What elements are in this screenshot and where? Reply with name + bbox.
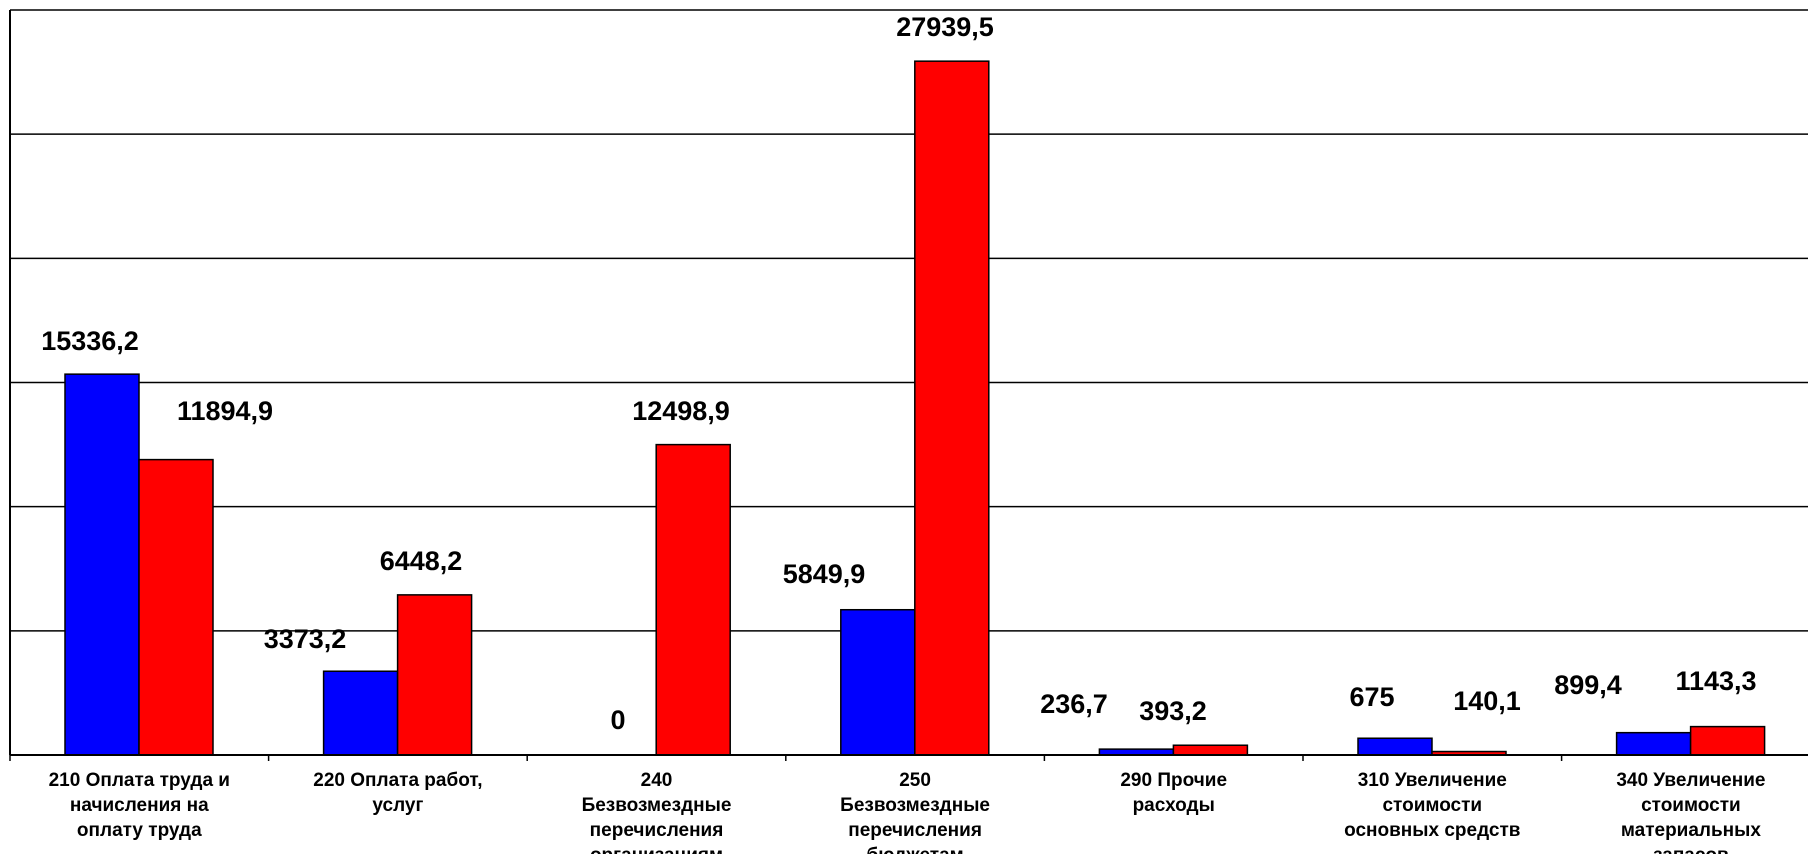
bar-series-2	[138, 458, 214, 756]
bar-series-2	[396, 594, 473, 756]
x-tick-label: 240Безвозмездныеперечисленияорганизациям	[582, 770, 732, 854]
bar-series-1	[64, 373, 140, 756]
bar-series-2	[1172, 744, 1249, 756]
data-label-series-1: 236,7	[1040, 689, 1108, 719]
data-labels: 15336,2 3373,2 0 5849,9 236,7 675 899,4 11894,9…	[41, 12, 1756, 735]
data-label-series-2: 1143,3	[1675, 666, 1756, 696]
bar-series-2	[914, 60, 990, 756]
bars	[64, 60, 1766, 756]
data-label-series-2: 393,2	[1139, 696, 1207, 726]
x-tick-label: 220 Оплата работ, услуг	[313, 770, 482, 816]
bar-series-1	[840, 608, 916, 756]
x-tick-label: 290 Прочие расходы	[1120, 770, 1227, 816]
data-label-series-2: 6448,2	[380, 546, 463, 576]
category-labels: 210 Оплата труда и начисления на оплату тр…	[49, 770, 1766, 859]
bar-series-2	[1689, 725, 1766, 756]
data-label-series-1: 899,4	[1554, 670, 1622, 700]
data-label-series-2: 27939,5	[896, 12, 994, 42]
data-label-series-1: 0	[610, 705, 625, 735]
x-tick-label: 250Безвозмездныеперечислениябюджетам	[840, 770, 990, 854]
bar-series-1	[1357, 737, 1433, 756]
data-label-series-1: 675	[1349, 682, 1394, 712]
data-label-series-1: 15336,2	[41, 326, 139, 356]
data-label-series-2: 12498,9	[632, 396, 730, 426]
data-label-series-2: 140,1	[1453, 686, 1521, 716]
x-tick-label: 210 Оплата труда и начисления на оплату тр…	[49, 770, 230, 841]
bar-series-2	[655, 443, 731, 756]
data-label-series-1: 5849,9	[783, 559, 866, 589]
data-label-series-1: 3373,2	[264, 624, 347, 654]
x-tick-label: 310 Увеличение стоимости основных средств	[1344, 770, 1520, 841]
x-axis	[9, 754, 1808, 761]
x-tick-label: 340 Увеличениестоимостиматериальныхзапас…	[1616, 770, 1765, 854]
gridlines	[9, 9, 1808, 755]
bar-series-1	[1615, 731, 1692, 756]
bar-series-1	[322, 670, 399, 756]
data-label-series-2: 11894,9	[177, 396, 273, 426]
